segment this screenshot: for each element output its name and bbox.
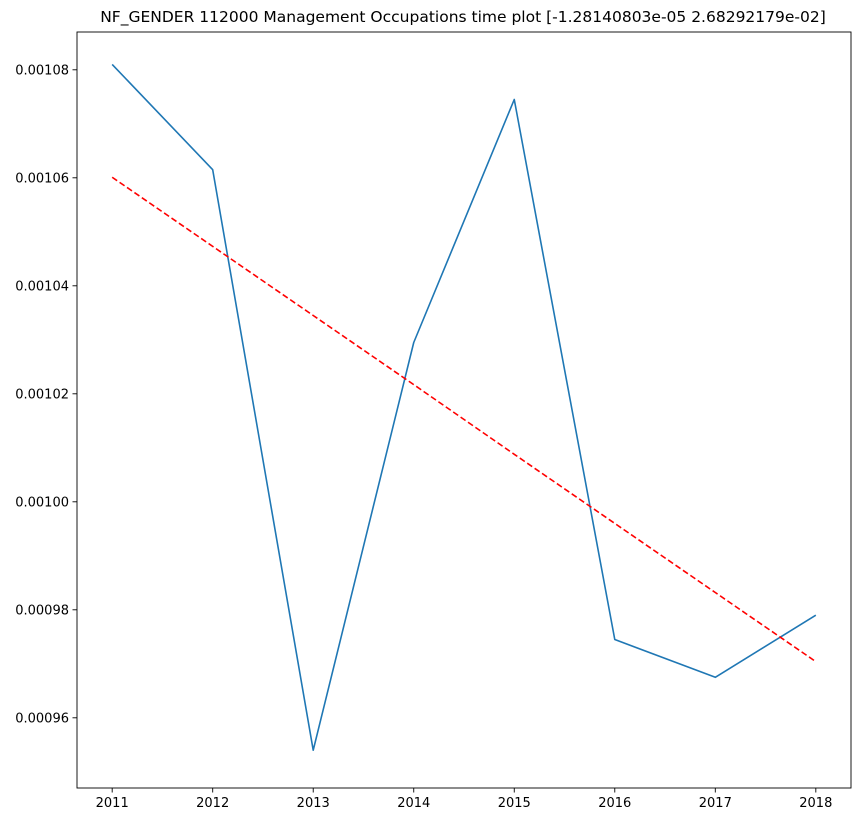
x-tick-label: 2015: [498, 796, 531, 811]
x-tick-label: 2011: [96, 796, 129, 811]
axes-frame: [76, 31, 852, 789]
y-tick-label: 0.00096: [15, 711, 69, 726]
chart-title: NF_GENDER 112000 Management Occupations …: [100, 8, 826, 27]
y-tick-label: 0.00104: [15, 279, 69, 294]
trend-line: [111, 176, 817, 663]
plot-area: 2011 2012 2013 2014 2015 2016 2017 2018 0.00096 0…: [15, 31, 852, 811]
x-tick-label: 2018: [799, 796, 832, 811]
x-tick-label: 2014: [397, 796, 430, 811]
y-tick-label: 0.00098: [15, 603, 69, 618]
x-tick-label: 2016: [598, 796, 631, 811]
data-series-line: [111, 63, 817, 752]
x-tick-label: 2012: [196, 796, 229, 811]
x-tick-label: 2013: [297, 796, 330, 811]
y-tick-label: 0.00100: [15, 495, 69, 510]
x-tick-label: 2017: [699, 796, 732, 811]
y-tick-label: 0.00108: [15, 63, 69, 78]
y-tick-label: 0.00106: [15, 171, 69, 186]
y-tick-label: 0.00102: [15, 387, 69, 402]
